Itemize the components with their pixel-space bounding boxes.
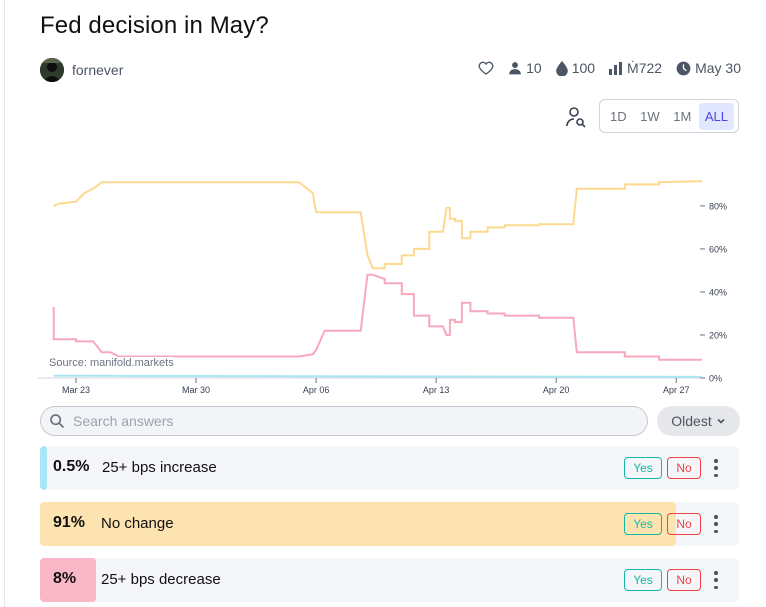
answer-label: 25+ bps decrease xyxy=(101,571,221,588)
sort-dropdown[interactable]: Oldest xyxy=(657,406,740,436)
series-line xyxy=(53,180,703,270)
range-1d-button[interactable]: 1D xyxy=(610,108,627,124)
yes-button[interactable]: Yes xyxy=(624,569,662,591)
no-button[interactable]: No xyxy=(667,513,701,535)
page-title: Fed decision in May? xyxy=(40,12,269,39)
left-border xyxy=(4,0,5,607)
y-tick-label: 20% xyxy=(709,330,727,340)
series-line xyxy=(52,273,702,361)
range-1m-button[interactable]: 1M xyxy=(673,108,692,124)
traders-count: 10 xyxy=(526,60,542,76)
no-button[interactable]: No xyxy=(667,457,701,479)
search-input[interactable] xyxy=(71,412,615,430)
droplet-icon xyxy=(555,60,568,76)
y-tick-label: 80% xyxy=(709,201,727,211)
follow-button[interactable] xyxy=(478,60,494,76)
range-all-button[interactable]: ALL xyxy=(698,102,734,130)
probability-chart[interactable]: 0% 20% 40% 60% 80% Mar 23 Mar 30 Apr 06 Apr 13 Ap… xyxy=(0,140,766,402)
probability-bar xyxy=(40,502,677,546)
close-date: May 30 xyxy=(695,60,741,76)
answer-row[interactable]: 0.5% 25+ bps increase Yes No xyxy=(40,446,739,490)
more-options-icon[interactable] xyxy=(712,571,720,589)
chart-source: Source: manifold.markets xyxy=(49,357,174,369)
x-tick-label: Mar 23 xyxy=(62,385,90,395)
chevron-down-icon xyxy=(717,418,725,424)
answer-probability: 91% xyxy=(53,514,86,531)
probability-bar xyxy=(40,446,47,490)
answer-label: 25+ bps increase xyxy=(102,459,217,476)
volume-value: Ṁ722 xyxy=(627,60,663,76)
x-tick-label: Mar 30 xyxy=(182,385,210,395)
yes-button[interactable]: Yes xyxy=(624,457,662,479)
liquidity-stat: 100 xyxy=(555,60,596,76)
more-options-icon[interactable] xyxy=(712,459,720,477)
y-tick-label: 40% xyxy=(709,287,727,297)
liquidity-value: 100 xyxy=(571,60,596,76)
answer-probability: 0.5% xyxy=(53,458,90,475)
search-answers[interactable] xyxy=(40,406,648,436)
range-1w-button[interactable]: 1W xyxy=(640,108,660,124)
time-range-selector: 1D 1W 1M ALL xyxy=(599,99,739,133)
x-tick-label: Apr 20 xyxy=(543,385,570,395)
answer-probability: 8% xyxy=(53,570,77,587)
market-stats: 10 100 Ṁ722 May 30 xyxy=(478,60,741,76)
heart-icon[interactable] xyxy=(478,60,494,76)
answer-row[interactable]: 91% No change Yes No xyxy=(40,502,739,546)
answer-label: No change xyxy=(101,515,174,532)
more-options-icon[interactable] xyxy=(712,515,720,533)
answer-row[interactable]: 8% 25+ bps decrease Yes No xyxy=(40,558,739,602)
search-user-icon[interactable] xyxy=(566,106,586,128)
clock-icon xyxy=(676,61,691,75)
yes-button[interactable]: Yes xyxy=(624,513,662,535)
y-tick-label: 0% xyxy=(709,374,722,384)
sort-label: Oldest xyxy=(671,413,712,429)
x-tick-label: Apr 13 xyxy=(423,385,450,395)
avatar[interactable] xyxy=(40,58,64,82)
author-name[interactable]: fornever xyxy=(72,62,124,78)
user-icon xyxy=(509,62,521,75)
x-tick-label: Apr 27 xyxy=(663,385,690,395)
probability-bar xyxy=(40,558,96,602)
y-tick-label: 60% xyxy=(709,244,727,254)
volume-stat: Ṁ722 xyxy=(609,60,662,76)
no-button[interactable]: No xyxy=(667,569,701,591)
traders-stat: 10 xyxy=(508,60,542,76)
bar-chart-icon xyxy=(609,61,623,75)
search-icon xyxy=(50,414,64,428)
x-tick-label: Apr 06 xyxy=(303,385,330,395)
series-line xyxy=(53,374,703,378)
close-date-stat: May 30 xyxy=(676,60,741,76)
author[interactable]: fornever xyxy=(40,58,123,82)
